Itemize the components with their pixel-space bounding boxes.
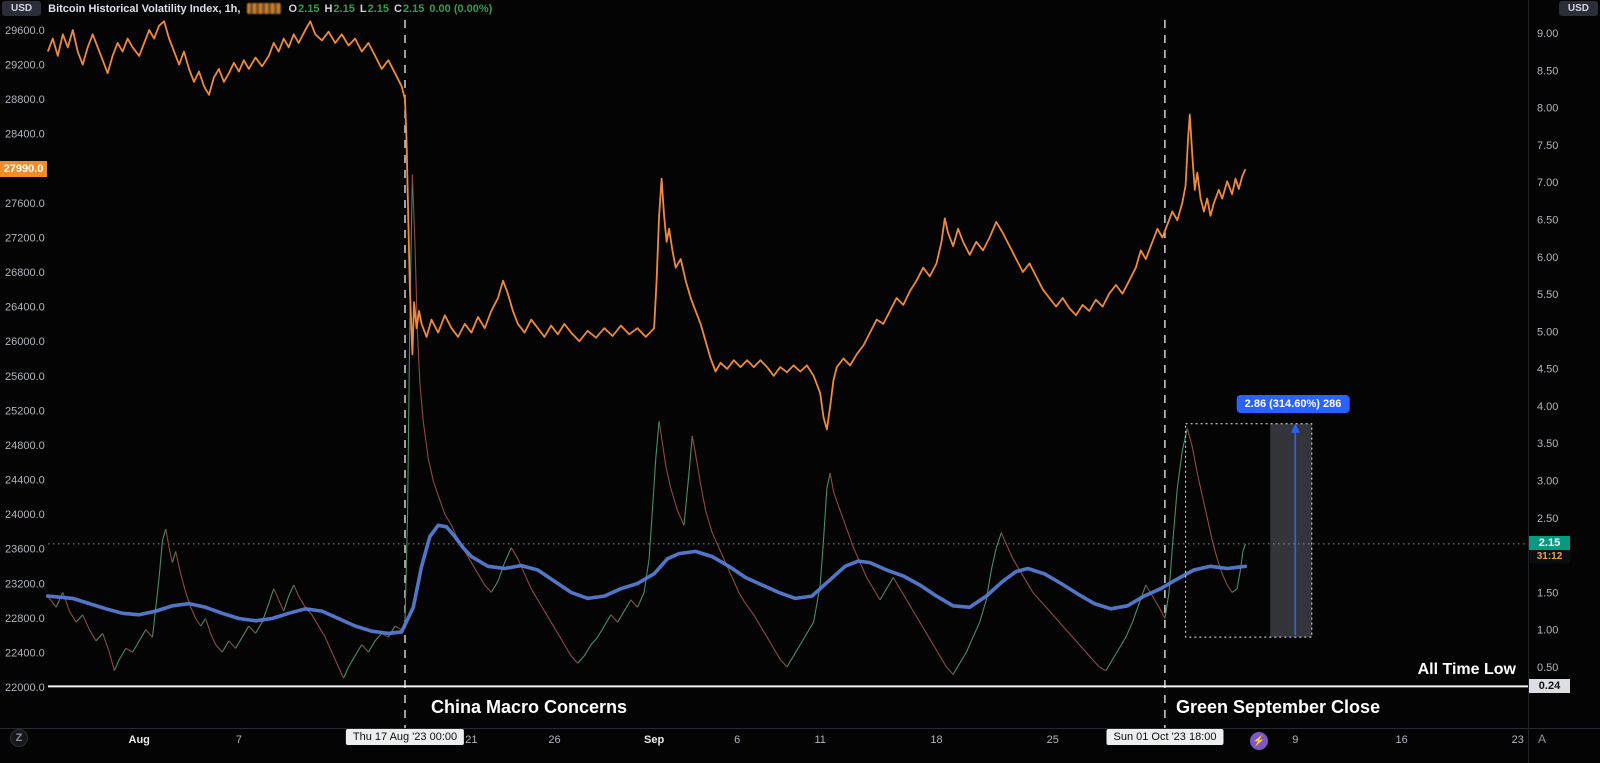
right-axis-label: 6.50 (1537, 215, 1558, 227)
left-axis-label: 23200.0 (5, 578, 45, 590)
right-axis-label: 2.50 (1537, 513, 1558, 525)
left-axis-label: 29200.0 (5, 60, 45, 72)
right-axis-label: 1.00 (1537, 625, 1558, 637)
low-value: 2.15 (367, 2, 389, 15)
close-label: C (393, 2, 402, 15)
measure-tool-label[interactable]: 2.86 (314.60%) 286 (1236, 395, 1350, 413)
left-axis-label: 27200.0 (5, 233, 45, 245)
left-axis-label: 24000.0 (5, 509, 45, 521)
symbol-title[interactable]: Bitcoin Historical Volatility Index, 1h, (48, 2, 241, 15)
ohlc-values: O 2.15 H 2.15 L 2.15 C 2.15 0.00 (0.00%) (288, 3, 492, 15)
flash-icon[interactable]: ⚡ (1250, 732, 1268, 750)
time-axis-label[interactable]: Aug (129, 734, 150, 746)
left-axis-label: 28400.0 (5, 129, 45, 141)
time-axis-label[interactable]: 9 (1292, 734, 1298, 746)
change-value: 0.00 (0.00%) (429, 2, 493, 15)
event-date-badge-aug17[interactable]: Thu 17 Aug '23 00:00 (345, 729, 465, 745)
event-date-badge-oct01[interactable]: Sun 01 Oct '23 18:00 (1106, 729, 1224, 745)
time-axis-label[interactable]: 11 (814, 734, 825, 746)
close-value: 2.15 (402, 2, 425, 15)
right-axis-label: 7.00 (1537, 177, 1558, 189)
left-axis-label: 25600.0 (5, 371, 45, 383)
right-axis-label: 4.50 (1537, 364, 1558, 376)
left-axis-label: 24800.0 (5, 440, 45, 452)
high-value: 2.15 (333, 2, 355, 15)
annotation-china-macro-concerns[interactable]: China Macro Concerns (431, 697, 628, 717)
time-axis-label[interactable]: 25 (1047, 734, 1059, 746)
auto-scale-button[interactable]: A (1538, 732, 1547, 746)
last-value: 2.15 (1529, 536, 1570, 550)
left-axis-label: 24400.0 (5, 475, 45, 487)
atl-price-label: 0.24 (1529, 679, 1570, 693)
time-axis-label[interactable]: 23 (1512, 734, 1524, 746)
right-axis-label: 3.00 (1537, 476, 1558, 488)
time-axis[interactable] (0, 728, 1600, 752)
left-axis-label: 29600.0 (5, 25, 45, 37)
left-axis-label: 22400.0 (5, 647, 45, 659)
right-axis-label: 3.50 (1537, 438, 1558, 450)
volatility-line-down (47, 174, 1233, 679)
left-scale-currency-badge[interactable]: USD (2, 1, 42, 16)
right-axis-label: 7.50 (1537, 140, 1558, 152)
left-axis-label: 28800.0 (5, 94, 45, 106)
right-axis-label: 4.00 (1537, 401, 1558, 413)
price-line (46, 20, 1247, 431)
right-axis-label: 8.00 (1537, 103, 1558, 115)
left-axis-label: 26000.0 (5, 336, 45, 348)
right-axis-label: 5.00 (1537, 326, 1558, 338)
low-label: L (359, 2, 367, 15)
open-value: 2.15 (298, 2, 320, 15)
measure-arrow-head (1290, 423, 1300, 433)
left-axis-label: 25200.0 (5, 405, 45, 417)
right-axis-label: 8.50 (1537, 65, 1558, 77)
left-axis-label: 22800.0 (5, 613, 45, 625)
bar-countdown: 31:12 (1529, 550, 1570, 563)
high-label: H (324, 2, 333, 15)
right-axis-label: 1.50 (1537, 587, 1558, 599)
time-axis-label[interactable]: 7 (236, 734, 242, 746)
time-axis-label[interactable]: 26 (548, 734, 560, 746)
time-axis-label[interactable]: 21 (465, 734, 477, 746)
time-axis-label[interactable]: Sep (644, 734, 664, 746)
right-axis-label: 9.00 (1537, 28, 1558, 40)
measure-band (1270, 423, 1312, 638)
right-axis-label: 5.50 (1537, 289, 1558, 301)
volatility-line-up (55, 174, 1246, 679)
left-axis-label: 26400.0 (5, 302, 45, 314)
left-axis-label: 27600.0 (5, 198, 45, 210)
last-value-label-right: 2.15 31:12 (1529, 536, 1570, 563)
right-scale-currency-badge[interactable]: USD (1558, 1, 1598, 16)
time-axis-label[interactable]: 16 (1395, 734, 1407, 746)
logo-z: Z (10, 729, 28, 747)
left-axis-label: 26800.0 (5, 267, 45, 279)
annotation-all-time-low[interactable]: All Time Low (1417, 661, 1516, 678)
right-scale-border (1528, 0, 1529, 763)
left-axis-label: 22000.0 (5, 682, 45, 694)
open-label: O (288, 2, 298, 15)
right-axis-label: 6.00 (1537, 252, 1558, 264)
last-price-label-left: 27990.0 (0, 161, 47, 177)
left-axis-label: 23600.0 (5, 544, 45, 556)
right-axis-label: 0.50 (1537, 662, 1558, 674)
chart-legend: USD Bitcoin Historical Volatility Index,… (2, 1, 492, 16)
annotation-green-september-close[interactable]: Green September Close (1176, 697, 1381, 717)
ma-line (46, 523, 1248, 636)
time-axis-label[interactable]: 6 (734, 734, 740, 746)
time-axis-label[interactable]: 18 (930, 734, 942, 746)
redacted-exchange-blur (247, 3, 282, 14)
